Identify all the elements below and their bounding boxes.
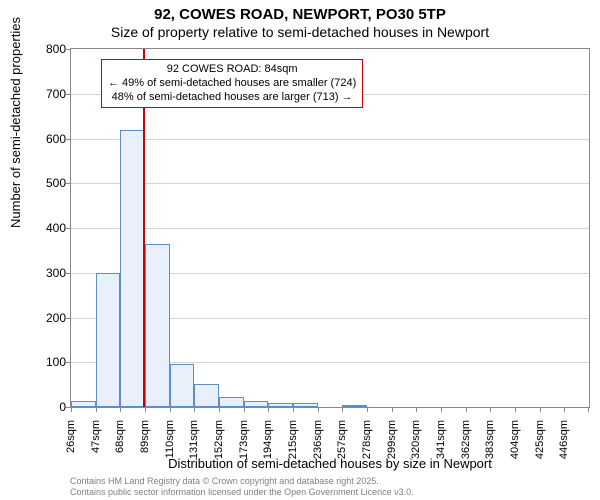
x-tick-mark (318, 407, 319, 412)
x-tick-mark (145, 407, 146, 412)
histogram-bar (71, 401, 96, 407)
x-tick-label: 446sqm (558, 420, 570, 480)
histogram-bar (342, 405, 367, 407)
histogram-bar (96, 273, 121, 407)
x-tick-label: 152sqm (213, 420, 225, 480)
x-tick-mark (120, 407, 121, 412)
x-tick-label: 320sqm (410, 420, 422, 480)
property-info-box: 92 COWES ROAD: 84sqm← 49% of semi-detach… (101, 59, 363, 108)
histogram-bar (145, 244, 170, 407)
x-tick-label: 425sqm (534, 420, 546, 480)
y-tick-mark (66, 228, 71, 229)
info-box-line1: 92 COWES ROAD: 84sqm (108, 63, 356, 77)
histogram-bar (194, 384, 219, 407)
x-tick-mark (588, 407, 589, 412)
y-tick-mark (66, 318, 71, 319)
y-tick-mark (66, 49, 71, 50)
plot-area: 92 COWES ROAD: 84sqm← 49% of semi-detach… (70, 48, 590, 408)
y-tick-mark (66, 94, 71, 95)
info-box-line3: 48% of semi-detached houses are larger (… (108, 91, 356, 105)
histogram-bar (219, 397, 244, 407)
x-tick-mark (515, 407, 516, 412)
y-tick-label: 700 (16, 87, 66, 101)
y-tick-mark (66, 183, 71, 184)
x-tick-label: 236sqm (312, 420, 324, 480)
y-tick-label: 100 (16, 355, 66, 369)
x-tick-label: 341sqm (435, 420, 447, 480)
x-tick-label: 89sqm (139, 420, 151, 480)
x-axis-title: Distribution of semi-detached houses by … (70, 456, 590, 471)
histogram-bar (293, 403, 318, 407)
x-tick-mark (441, 407, 442, 412)
x-tick-mark (96, 407, 97, 412)
x-tick-mark (416, 407, 417, 412)
x-tick-mark (490, 407, 491, 412)
gridline (71, 183, 589, 184)
histogram-bar (170, 364, 195, 407)
x-tick-label: 257sqm (336, 420, 348, 480)
y-tick-label: 400 (16, 221, 66, 235)
y-tick-mark (66, 273, 71, 274)
x-tick-mark (367, 407, 368, 412)
x-tick-label: 404sqm (509, 420, 521, 480)
y-tick-label: 300 (16, 266, 66, 280)
gridline (71, 139, 589, 140)
y-tick-label: 0 (16, 400, 66, 414)
histogram-bar (268, 403, 293, 407)
x-tick-label: 299sqm (386, 420, 398, 480)
x-tick-mark (540, 407, 541, 412)
x-tick-mark (342, 407, 343, 412)
footer-line2: Contains public sector information licen… (70, 487, 590, 498)
y-tick-mark (66, 139, 71, 140)
x-tick-label: 131sqm (188, 420, 200, 480)
x-tick-label: 173sqm (238, 420, 250, 480)
x-tick-mark (219, 407, 220, 412)
x-tick-mark (244, 407, 245, 412)
x-tick-label: 215sqm (287, 420, 299, 480)
chart-container: 92, COWES ROAD, NEWPORT, PO30 5TP Size o… (0, 0, 600, 500)
info-box-line2: ← 49% of semi-detached houses are smalle… (108, 77, 356, 91)
x-tick-mark (293, 407, 294, 412)
x-tick-label: 194sqm (262, 420, 274, 480)
x-tick-mark (564, 407, 565, 412)
x-tick-label: 362sqm (460, 420, 472, 480)
title-line2: Size of property relative to semi-detach… (0, 24, 600, 40)
x-tick-mark (170, 407, 171, 412)
gridline (71, 228, 589, 229)
histogram-bar (120, 130, 145, 407)
y-tick-label: 800 (16, 42, 66, 56)
x-tick-label: 110sqm (164, 420, 176, 480)
x-tick-mark (194, 407, 195, 412)
histogram-bar (244, 401, 269, 407)
y-tick-label: 600 (16, 132, 66, 146)
y-tick-label: 500 (16, 176, 66, 190)
title-line1: 92, COWES ROAD, NEWPORT, PO30 5TP (0, 6, 600, 23)
x-tick-mark (466, 407, 467, 412)
y-tick-mark (66, 362, 71, 363)
y-tick-label: 200 (16, 311, 66, 325)
x-tick-label: 26sqm (65, 420, 77, 480)
x-tick-label: 47sqm (90, 420, 102, 480)
x-tick-label: 68sqm (114, 420, 126, 480)
x-tick-label: 278sqm (361, 420, 373, 480)
footer-line1: Contains HM Land Registry data © Crown c… (70, 476, 590, 487)
footer-attribution: Contains HM Land Registry data © Crown c… (70, 476, 590, 498)
x-tick-mark (71, 407, 72, 412)
x-tick-mark (268, 407, 269, 412)
x-tick-mark (392, 407, 393, 412)
x-tick-label: 383sqm (484, 420, 496, 480)
